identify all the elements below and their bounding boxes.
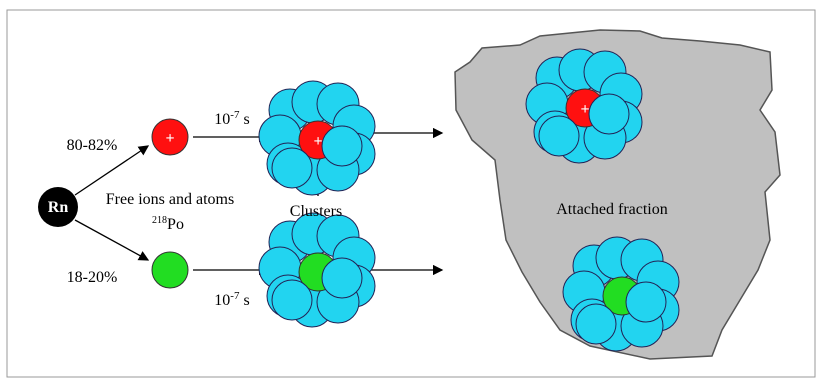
cluster-molecule	[576, 304, 616, 344]
unit: s	[239, 292, 249, 309]
charge: +	[165, 130, 174, 147]
mass: 218	[152, 215, 167, 226]
cluster-molecule	[272, 148, 312, 188]
free-label: Free ions and atoms	[106, 191, 234, 208]
cluster-molecule	[272, 280, 312, 320]
cluster-molecule	[322, 258, 362, 298]
clusters-label: Clusters	[290, 203, 342, 220]
rn-label: Rn	[48, 199, 69, 216]
diagram: ++ Rn + 80-82% 18-20% 10-7 s 10-7 s Free…	[0, 0, 821, 381]
symbol: Po	[167, 216, 184, 233]
charge: +	[580, 101, 589, 118]
cluster-molecule	[589, 94, 629, 134]
attached-label: Attached fraction	[556, 201, 668, 218]
cluster-molecule	[539, 116, 579, 156]
unit: s	[239, 111, 249, 128]
percent: 18-20%	[67, 269, 118, 286]
charge: +	[313, 133, 322, 150]
base: 10	[214, 111, 230, 128]
cluster-molecule	[626, 282, 666, 322]
atom	[152, 252, 188, 288]
percent: 80-82%	[67, 137, 118, 154]
cluster-molecule	[322, 126, 362, 166]
base: 10	[214, 292, 230, 309]
page: ++ Rn + 80-82% 18-20% 10-7 s 10-7 s Free…	[0, 0, 821, 386]
